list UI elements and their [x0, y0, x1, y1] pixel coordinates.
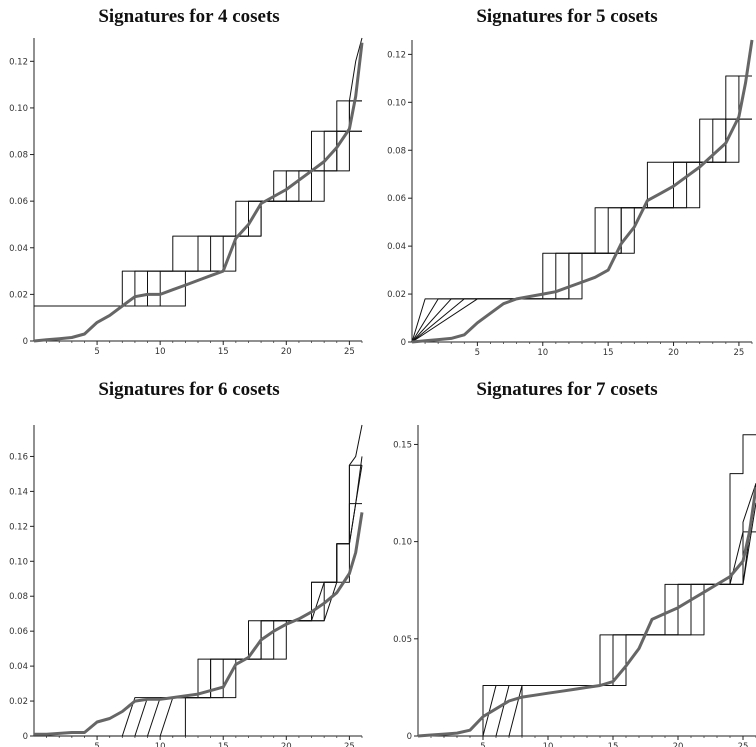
signature-line	[418, 483, 756, 737]
chart-title: Signatures for 5 cosets	[476, 6, 658, 27]
x-tick-label: 25	[344, 347, 355, 357]
x-tick-label: 20	[281, 347, 292, 357]
y-tick-label: 0.10	[9, 104, 28, 114]
y-tick-label: 0.16	[9, 452, 28, 462]
y-tick-label: 0.08	[387, 146, 406, 156]
y-tick-label: 0.06	[387, 194, 406, 204]
chart-title: Signatures for 4 cosets	[98, 6, 280, 27]
y-tick-label: 0.06	[9, 627, 28, 637]
average-signature-line	[34, 512, 364, 736]
chart-plot-7-cosets: 5 10 15 20 25 0 0.05 0.10 0.15	[393, 425, 756, 747]
y-tick-label: 0.05	[393, 635, 412, 645]
y-tick-label: 0.06	[9, 197, 28, 207]
y-tick-label: 0.12	[9, 522, 28, 532]
chart-plot-5-cosets: 5 10 15 20 25 0 0.02 0.04 0.06 0.08 0.10 0.12	[387, 39, 754, 358]
signature-line	[411, 75, 752, 343]
y-tick-label: 0.14	[9, 487, 28, 497]
x-tick-label: 25	[344, 742, 355, 747]
chart-panel-6-cosets: Signatures for 6 cosets 5 10 15 20 25 0 0.02 0.…	[0, 373, 378, 747]
x-tick-label: 10	[155, 742, 166, 747]
x-tick-label: 15	[218, 347, 229, 357]
y-tick-label: 0.15	[393, 440, 412, 450]
x-tick-label: 20	[281, 742, 292, 747]
x-tick-label: 10	[155, 347, 166, 357]
y-tick-label: 0.08	[9, 592, 28, 602]
signature-line	[411, 39, 753, 343]
x-tick-label: 25	[738, 742, 749, 747]
y-tick-label: 0.12	[9, 57, 28, 67]
y-tick-label: 0.08	[9, 151, 28, 161]
signature-line	[418, 434, 756, 737]
chart-title: Signatures for 6 cosets	[98, 379, 280, 400]
x-tick-label: 5	[94, 742, 99, 747]
signature-line	[418, 531, 756, 737]
signature-line	[34, 503, 362, 737]
signature-line	[411, 75, 752, 343]
x-tick-label: 5	[480, 742, 485, 747]
x-tick-label: 5	[475, 348, 480, 358]
y-tick-label: 0.10	[9, 557, 28, 567]
y-tick-label: 0.02	[387, 290, 406, 300]
x-tick-label: 20	[673, 742, 684, 747]
y-tick-label: 0.04	[387, 242, 406, 252]
average-signature-line	[33, 42, 364, 343]
y-tick-label: 0.12	[387, 50, 406, 60]
y-tick-label: 0.10	[393, 538, 412, 548]
chart-title: Signatures for 7 cosets	[476, 379, 658, 400]
average-signature-line	[417, 486, 756, 738]
y-tick-label: 0	[23, 732, 28, 742]
signature-line	[34, 100, 362, 307]
chart-panel-5-cosets: Signatures for 5 cosets 5 10 15 20 25 0 0.02 0.…	[378, 0, 756, 373]
y-tick-label: 0.10	[387, 98, 406, 108]
y-tick-label: 0	[401, 338, 406, 348]
signature-line	[418, 502, 756, 737]
x-tick-label: 10	[543, 742, 554, 747]
y-tick-label: 0.04	[9, 244, 28, 254]
chart-plot-4-cosets: 5 10 15 20 25 0 0.02 0.04 0.06 0.08 0.10 0.12	[9, 37, 364, 357]
signature-line	[34, 424, 363, 737]
y-tick-label: 0	[407, 732, 412, 742]
x-tick-label: 10	[537, 348, 548, 358]
y-tick-label: 0.02	[9, 697, 28, 707]
x-tick-label: 15	[218, 742, 229, 747]
chart-plot-6-cosets: 5 10 15 20 25 0 0.02 0.04 0.06 0.08 0.10 0.12 0.14 0.…	[9, 424, 364, 747]
x-tick-label: 20	[668, 348, 679, 358]
signature-line	[418, 483, 756, 737]
y-tick-label: 0.02	[9, 290, 28, 300]
chart-panel-4-cosets: Signatures for 4 cosets 5 10 15 20 25 0 0.02 0.…	[0, 0, 378, 373]
x-tick-label: 15	[608, 742, 619, 747]
y-tick-label: 0.04	[9, 662, 28, 672]
y-tick-label: 0	[23, 337, 28, 347]
average-signature-line	[411, 39, 754, 344]
x-tick-label: 5	[94, 347, 99, 357]
chart-panel-7-cosets: Signatures for 7 cosets 5 10 15 20 25 0 0.05 0.…	[378, 373, 756, 747]
x-tick-label: 15	[603, 348, 614, 358]
x-tick-label: 25	[734, 348, 745, 358]
